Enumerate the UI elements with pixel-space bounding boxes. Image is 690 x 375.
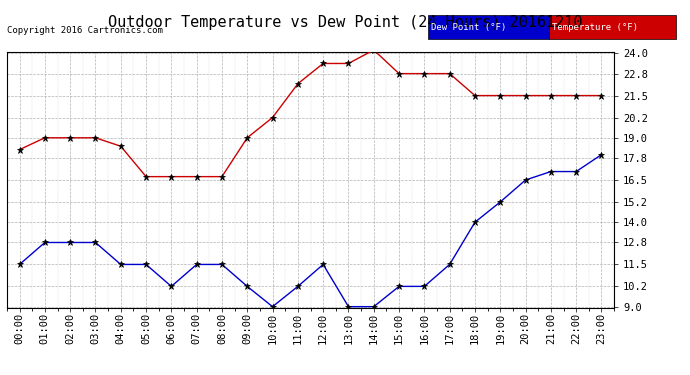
Text: Dew Point (°F): Dew Point (°F) <box>431 23 506 32</box>
Text: Outdoor Temperature vs Dew Point (24 Hours) 20161210: Outdoor Temperature vs Dew Point (24 Hou… <box>108 15 582 30</box>
Text: Temperature (°F): Temperature (°F) <box>552 23 638 32</box>
Text: Copyright 2016 Cartronics.com: Copyright 2016 Cartronics.com <box>7 26 163 35</box>
